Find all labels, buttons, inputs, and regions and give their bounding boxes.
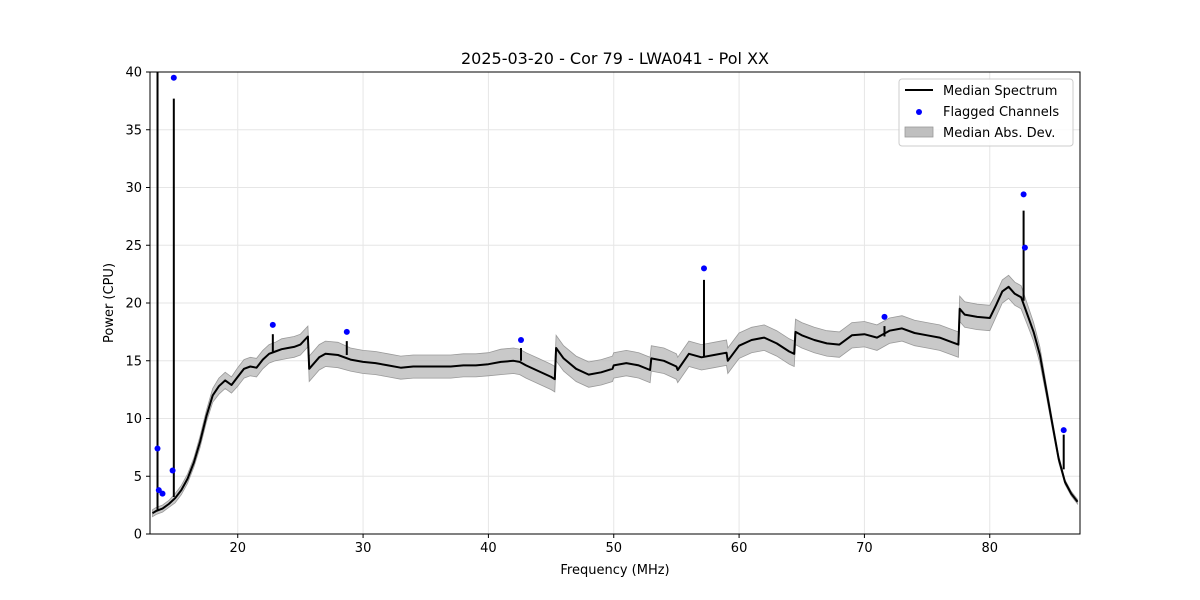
y-tick-label: 30: [125, 181, 142, 196]
x-axis-label: Frequency (MHz): [560, 563, 669, 578]
y-tick-label: 10: [125, 412, 142, 427]
flagged-point: [1020, 191, 1027, 198]
x-tick-label: 20: [229, 541, 246, 556]
y-axis-label: Power (CPU): [102, 263, 117, 343]
legend-box: [898, 78, 1074, 147]
flagged-point: [1021, 244, 1028, 251]
x-tick-label: 70: [856, 541, 873, 556]
flagged-point: [1060, 427, 1067, 434]
flagged-point: [881, 313, 888, 320]
y-tick-label: 20: [125, 297, 142, 312]
x-tick-label: 60: [731, 541, 748, 556]
y-tick-label: 15: [125, 354, 142, 369]
flagged-point: [159, 490, 166, 497]
flagged-point: [154, 445, 161, 452]
x-tick-label: 40: [480, 541, 497, 556]
median-spectrum-line: [151, 285, 1079, 515]
legend-flagged-swatch: [916, 109, 922, 115]
flagged-points-layer: [154, 74, 1067, 497]
y-tick-label: 35: [125, 123, 142, 138]
y-tick-label: 40: [125, 66, 142, 81]
x-tick-label: 30: [355, 541, 372, 556]
x-tick-label: 80: [981, 541, 998, 556]
y-tick-label: 0: [134, 528, 142, 543]
legend: Median Spectrum Flagged Channels Median …: [898, 78, 1074, 147]
x-tick-label: 50: [605, 541, 622, 556]
y-ticks: 0 5 10 15 20 25 30 35 40: [125, 66, 150, 543]
x-ticks: 20 30 40 50 60 70 80: [229, 534, 998, 556]
grid-lines: [150, 71, 1080, 535]
flagged-point: [169, 467, 176, 474]
flagged-point: [518, 337, 524, 343]
legend-median-label: Median Spectrum: [943, 84, 1057, 99]
flagged-point: [170, 74, 177, 81]
y-tick-label: 5: [134, 470, 142, 485]
legend-flagged-label: Flagged Channels: [943, 105, 1059, 120]
median-line-layer: [151, 72, 1079, 515]
flagged-point: [701, 265, 707, 272]
chart-title: 2025-03-20 - Cor 79 - LWA041 - Pol XX: [461, 49, 769, 68]
mad-band: [152, 274, 1078, 518]
mad-band-layer: [152, 274, 1078, 518]
flagged-point: [343, 328, 350, 335]
y-tick-label: 25: [125, 239, 142, 254]
flagged-point: [269, 321, 276, 328]
legend-mad-label: Median Abs. Dev.: [943, 126, 1055, 141]
legend-mad-swatch: [904, 126, 934, 138]
